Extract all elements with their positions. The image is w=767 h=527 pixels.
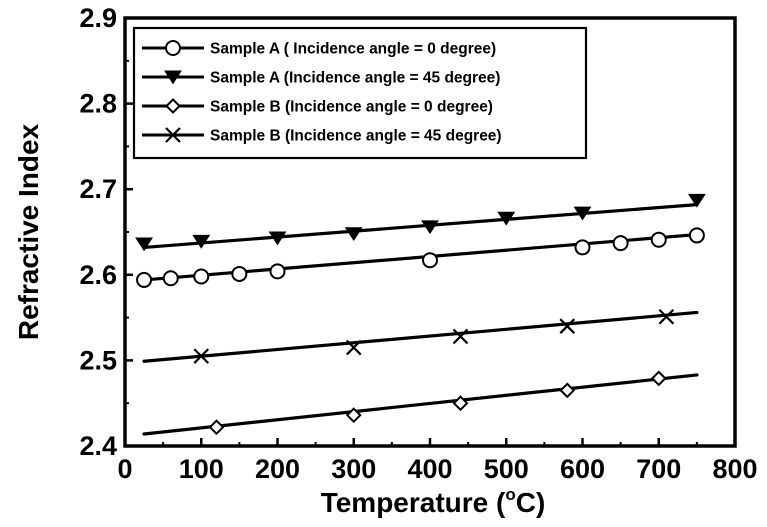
- data-point: [344, 227, 363, 242]
- series-3: [142, 370, 699, 436]
- data-point: [268, 231, 287, 246]
- data-point: [345, 339, 362, 356]
- data-point: [231, 265, 248, 282]
- y-axis-title: Refractive Index: [13, 123, 44, 340]
- legend: Sample A ( Incidence angle = 0 degree) Sa…: [132, 26, 588, 160]
- data-point: [162, 270, 179, 287]
- data-point: [688, 227, 705, 244]
- y-tick-label: 2.7: [79, 174, 117, 204]
- legend-marker: [164, 70, 182, 85]
- series-4: [142, 308, 699, 364]
- data-point: [650, 231, 667, 248]
- y-tick-label: 2.5: [79, 345, 117, 375]
- series-2: [135, 193, 706, 252]
- data-point: [687, 193, 706, 208]
- axes-group: 0 100 200 300 400 500 600 700 800 2.4 2.5 2.6 2.7 2.8…: [79, 3, 757, 484]
- data-point: [452, 395, 469, 412]
- data-point: [421, 220, 439, 235]
- x-tick-label: 700: [636, 454, 681, 484]
- data-point: [192, 234, 211, 249]
- data-point: [658, 308, 675, 325]
- legend-entry: Sample A (Incidence angle = 45 degree): [142, 70, 500, 87]
- data-point: [135, 237, 153, 252]
- data-point: [422, 252, 438, 269]
- legend-marker: [165, 40, 181, 56]
- series-line: [142, 203, 699, 250]
- data-point: [612, 235, 629, 252]
- data-point: [573, 206, 592, 221]
- series-1: [136, 227, 705, 288]
- x-tick-label: 500: [484, 454, 529, 484]
- series-group: [135, 193, 706, 436]
- x-tick-label: 300: [331, 454, 376, 484]
- data-point: [345, 407, 362, 424]
- legend-marker: [165, 127, 181, 143]
- legend-entry: Sample A ( Incidence angle = 0 degree): [142, 40, 496, 58]
- legend-label: Sample A ( Incidence angle = 0 degree): [210, 41, 496, 58]
- data-point: [574, 239, 591, 256]
- data-point: [193, 268, 210, 285]
- data-point: [559, 318, 576, 334]
- x-tick-label: 400: [407, 454, 452, 484]
- legend-box: [132, 26, 588, 160]
- data-point: [452, 328, 469, 345]
- legend-entry: Sample B (Incidence angle = 0 degree): [142, 98, 493, 116]
- legend-label: Sample A (Incidence angle = 45 degree): [210, 70, 500, 87]
- data-point: [650, 370, 667, 387]
- x-tick-label: 200: [255, 454, 300, 484]
- x-axis-title: Temperature (oC): [321, 485, 546, 518]
- series-line: [142, 373, 699, 436]
- y-tick-label: 2.4: [79, 431, 117, 461]
- x-tick-label: 0: [117, 454, 132, 484]
- x-tick-label: 800: [712, 454, 757, 484]
- legend-label: Sample B (Incidence angle = 45 degree): [210, 128, 502, 145]
- y-tick-label: 2.8: [79, 89, 117, 119]
- legend-marker: [165, 98, 181, 114]
- x-tick-label: 600: [560, 454, 605, 484]
- data-point: [208, 419, 225, 436]
- x-tick-label: 100: [179, 454, 224, 484]
- y-tick-label: 2.9: [79, 3, 117, 33]
- series-line: [142, 310, 699, 363]
- data-point: [559, 382, 576, 399]
- legend-entry: Sample B (Incidence angle = 45 degree): [142, 127, 502, 145]
- data-point: [193, 348, 210, 364]
- legend-label: Sample B (Incidence angle = 0 degree): [210, 99, 493, 116]
- data-point: [136, 271, 153, 288]
- data-point: [269, 263, 286, 280]
- y-tick-label: 2.6: [79, 260, 117, 290]
- data-point: [497, 211, 516, 226]
